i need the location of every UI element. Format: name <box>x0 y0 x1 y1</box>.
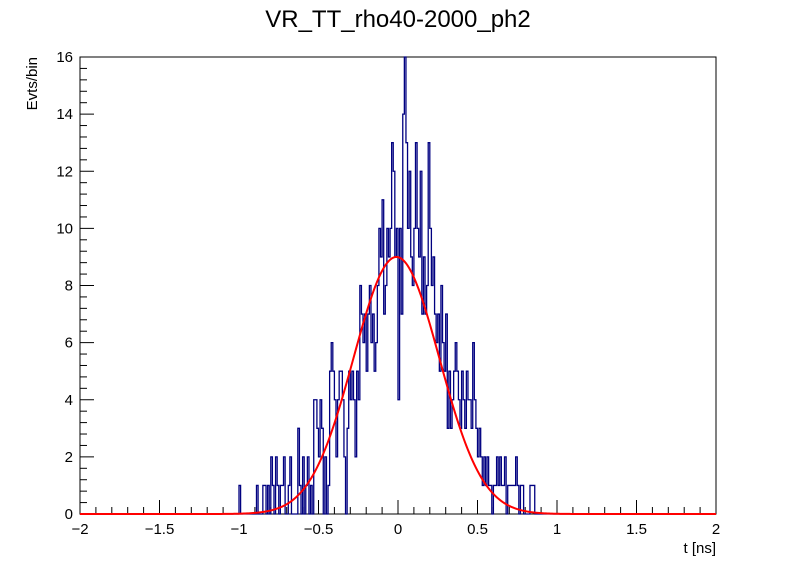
x-axis-label: t [ns] <box>683 540 716 557</box>
x-tick-label: −0.5 <box>304 521 334 538</box>
histogram-series <box>80 56 716 515</box>
y-tick-label: 8 <box>65 278 73 295</box>
y-tick-label: 10 <box>56 220 73 237</box>
x-tick-label: 2 <box>712 521 720 538</box>
y-tick-label: 2 <box>65 449 73 466</box>
y-tick-label: 0 <box>65 506 73 523</box>
y-axis-label: Evts/bin <box>24 57 41 110</box>
x-tick-label: 1.5 <box>626 521 647 538</box>
x-tick-label: −2 <box>71 521 88 538</box>
y-tick-label: 4 <box>65 392 73 409</box>
y-tick-label: 6 <box>65 335 73 352</box>
x-tick-label: −1 <box>230 521 247 538</box>
y-tick-label: 12 <box>56 163 73 180</box>
y-tick-label: 14 <box>56 106 73 123</box>
x-tick-label: 1 <box>553 521 561 538</box>
gaussian-fit-curve <box>80 255 716 515</box>
x-tick-label: −1.5 <box>145 521 175 538</box>
x-tick-label: 0 <box>394 521 402 538</box>
x-tick-label: 0.5 <box>467 521 488 538</box>
chart-title: VR_TT_rho40-2000_ph2 <box>265 6 531 33</box>
y-tick-label: 16 <box>56 49 73 66</box>
